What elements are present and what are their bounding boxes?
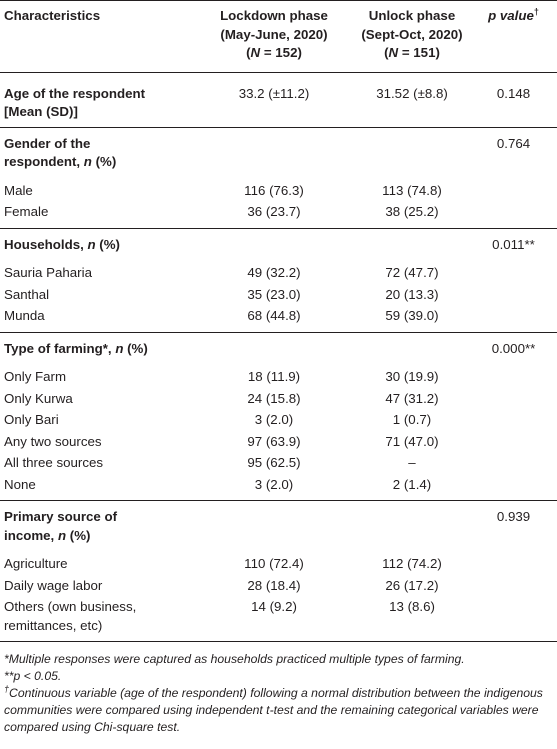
- table-row: Male 116 (76.3) 113 (74.8): [0, 177, 557, 203]
- header-row: Characteristics Lockdown phase (May-June…: [0, 0, 557, 73]
- cell-lockdown: 68 (44.8): [247, 308, 301, 323]
- cell-lockdown: 95 (62.5): [247, 455, 301, 470]
- table-row: None 3 (2.0) 2 (1.4): [0, 475, 557, 501]
- row-label: Daily wage labor: [4, 577, 103, 593]
- cell-unlock: 113 (74.8): [382, 182, 442, 198]
- section-label: Age of the respondent [Mean (SD)]: [4, 85, 146, 120]
- table-row: Daily wage labor 28 (18.4) 26 (17.2): [0, 576, 557, 598]
- header-unlock: Unlock phase (Sept-Oct, 2020) (N = 151): [348, 0, 476, 73]
- cell-unlock: 71 (47.0): [385, 433, 439, 449]
- cell-unlock: 112 (74.2): [382, 556, 442, 571]
- table-row: All three sources 95 (62.5) –: [0, 453, 557, 475]
- row-label: Female: [4, 204, 49, 219]
- characteristics-table: Characteristics Lockdown phase (May-June…: [0, 0, 557, 642]
- cell-p-value: 0.764: [476, 126, 557, 177]
- cell-unlock: 20 (13.3): [385, 286, 439, 302]
- cell-unlock: –: [408, 455, 416, 470]
- cell-lockdown: 110 (72.4): [244, 556, 304, 571]
- table-row: Munda 68 (44.8) 59 (39.0): [0, 306, 557, 332]
- table-row: Any two sources 97 (63.9) 71 (47.0): [0, 432, 557, 454]
- cell-unlock: 30 (19.9): [385, 369, 439, 384]
- row-label: Any two sources: [4, 433, 102, 449]
- section-label: Households, n (%): [0, 227, 200, 259]
- cell-unlock: 47 (31.2): [385, 390, 439, 406]
- header-characteristics: Characteristics: [0, 0, 200, 73]
- row-label: Only Bari: [4, 412, 59, 427]
- row-label: None: [4, 476, 36, 492]
- section-households: Households, n (%) 0.011**: [0, 227, 557, 259]
- header-lockdown: Lockdown phase (May-June, 2020) (N = 152…: [200, 0, 348, 73]
- cell-lockdown: 14 (9.2): [200, 597, 348, 642]
- row-label: Others (own business, remittances, etc): [0, 597, 200, 642]
- cell-unlock: 1 (0.7): [392, 412, 432, 427]
- table-row: Only Kurwa 24 (15.8) 47 (31.2): [0, 389, 557, 411]
- cell-unlock: 31.52 (±8.8): [376, 85, 448, 101]
- row-label: Only Kurwa: [4, 390, 73, 406]
- section-type-of-farming: Type of farming*, n (%) 0.000**: [0, 331, 557, 363]
- row-label: Agriculture: [4, 556, 68, 571]
- footnote-significance: **p < 0.05.: [4, 669, 62, 683]
- table-footnotes: *Multiple responses were captured as hou…: [0, 642, 557, 736]
- row-label: Munda: [4, 308, 45, 323]
- cell-lockdown: 116 (76.3): [244, 182, 304, 198]
- section-primary-income: Primary source of income, n (%) 0.939: [0, 500, 557, 550]
- cell-p-value: 0.148: [496, 85, 531, 101]
- row-label: Santhal: [4, 286, 50, 302]
- section-label: Type of farming*, n (%): [0, 331, 200, 363]
- header-p-value: p value†: [476, 0, 557, 73]
- footnote-methods: †Continuous variable (age of the respond…: [4, 683, 543, 734]
- footnote-multiple-responses: *Multiple responses were captured as hou…: [4, 652, 465, 666]
- cell-lockdown: 3 (2.0): [254, 412, 294, 427]
- cell-lockdown: 36 (23.7): [247, 204, 301, 219]
- cell-unlock: 13 (8.6): [348, 597, 476, 642]
- cell-unlock: 59 (39.0): [385, 308, 439, 323]
- table-row: Santhal 35 (23.0) 20 (13.3): [0, 285, 557, 307]
- cell-p-value: 0.939: [476, 500, 557, 550]
- cell-unlock: 2 (1.4): [392, 476, 432, 492]
- row-label: Only Farm: [4, 369, 67, 384]
- section-gender: Gender of the respondent, n (%) 0.764: [0, 126, 557, 177]
- table-row: Others (own business, remittances, etc) 1…: [0, 597, 557, 642]
- section-label: Primary source of income, n (%): [0, 500, 200, 550]
- cell-lockdown: 97 (63.9): [247, 433, 301, 449]
- cell-lockdown: 33.2 (±11.2): [238, 85, 310, 101]
- section-label: Gender of the respondent, n (%): [0, 126, 200, 177]
- cell-lockdown: 28 (18.4): [247, 577, 301, 593]
- cell-lockdown: 49 (32.2): [247, 265, 301, 280]
- cell-p-value: 0.011**: [476, 227, 557, 259]
- table-row: Sauria Paharia 49 (32.2) 72 (47.7): [0, 259, 557, 285]
- cell-lockdown: 24 (15.8): [247, 390, 301, 406]
- table-row: Only Farm 18 (11.9) 30 (19.9): [0, 363, 557, 389]
- table-row: Only Bari 3 (2.0) 1 (0.7): [0, 410, 557, 432]
- table-row: Agriculture 110 (72.4) 112 (74.2): [0, 550, 557, 576]
- cell-unlock: 38 (25.2): [385, 204, 439, 219]
- cell-p-value: 0.000**: [476, 331, 557, 363]
- table-row: Female 36 (23.7) 38 (25.2): [0, 202, 557, 228]
- row-label: All three sources: [4, 455, 104, 470]
- cell-lockdown: 35 (23.0): [247, 286, 301, 302]
- cell-lockdown: 18 (11.9): [247, 369, 301, 384]
- row-label: Male: [4, 182, 33, 198]
- section-age: Age of the respondent [Mean (SD)] 33.2 (±…: [0, 72, 557, 127]
- cell-unlock: 72 (47.7): [385, 265, 439, 280]
- row-label: Sauria Paharia: [4, 265, 92, 280]
- cell-unlock: 26 (17.2): [385, 577, 439, 593]
- cell-lockdown: 3 (2.0): [254, 476, 294, 492]
